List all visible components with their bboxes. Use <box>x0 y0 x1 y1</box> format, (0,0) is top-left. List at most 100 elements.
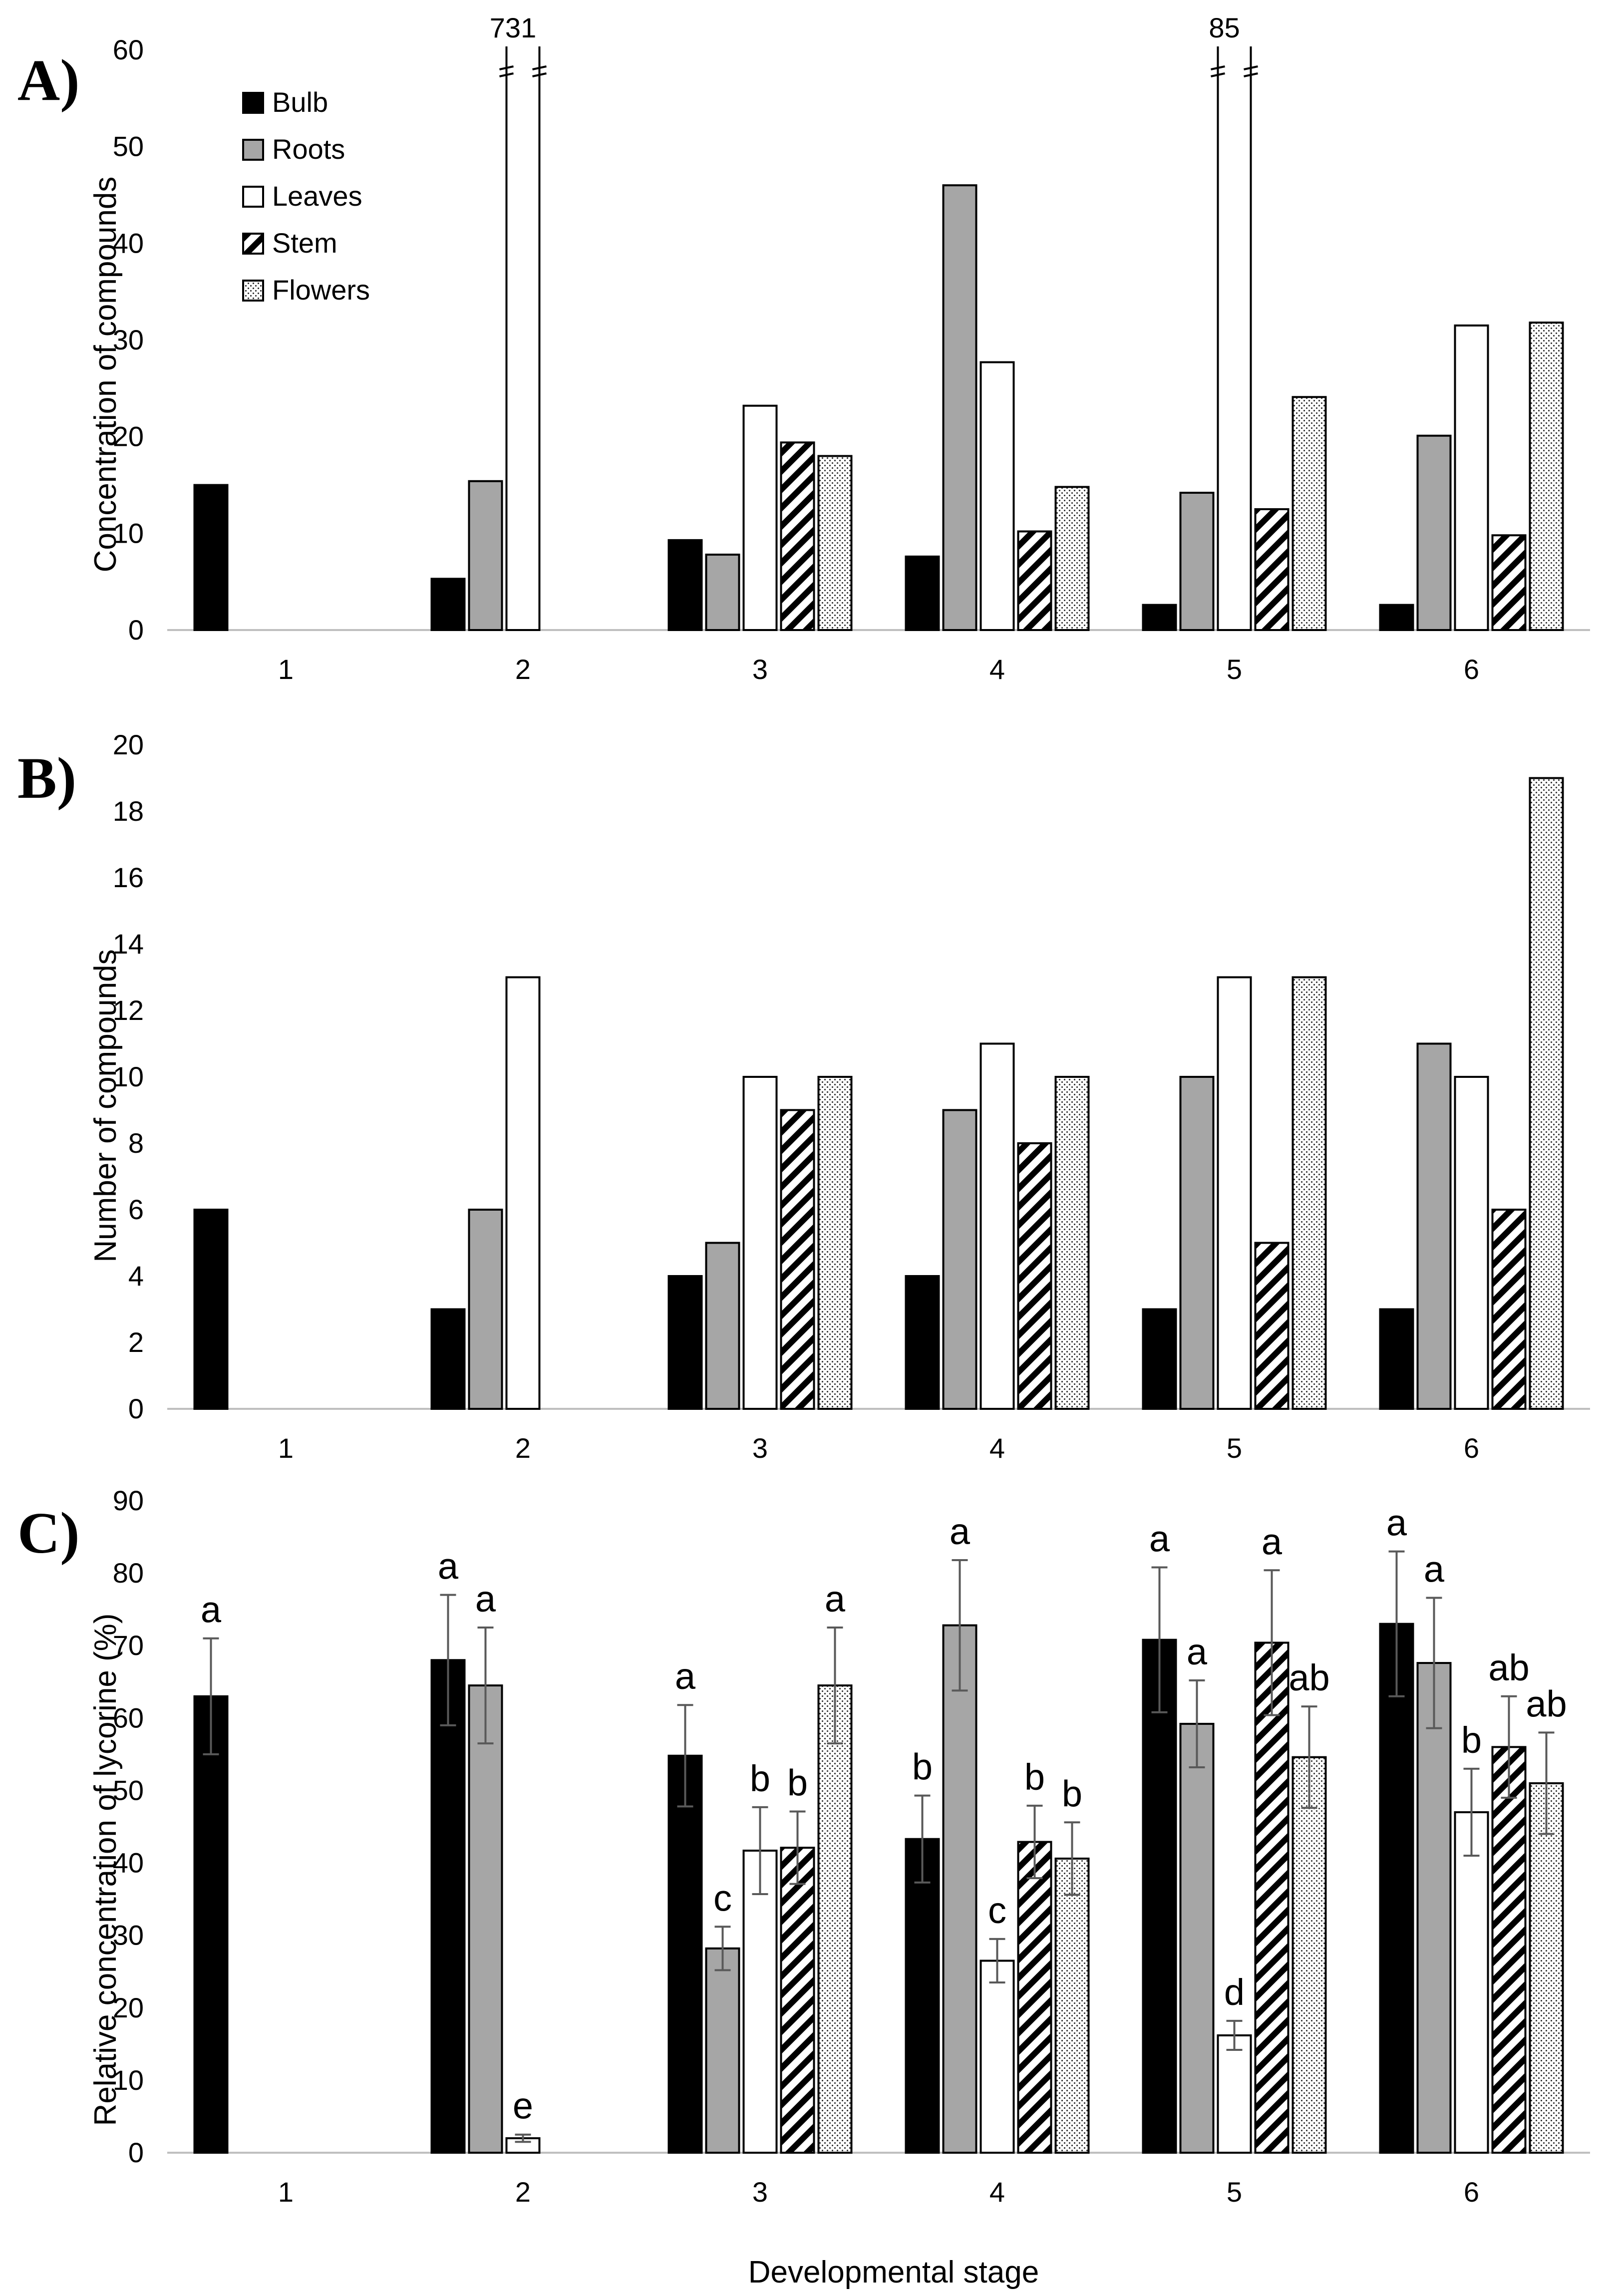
panel-c-y-tick: 50 <box>113 1774 144 1806</box>
bar-c-stage2-bulb <box>430 1659 466 2154</box>
panel-c-chart: C) Relative concentration of lycorine (%… <box>17 1485 1590 2208</box>
panel-a-legend: Bulb Roots Leaves Stem Flowers <box>242 86 370 306</box>
significance-letter: d <box>1224 1971 1245 2013</box>
panel-a-y-tick: 60 <box>113 34 144 65</box>
panel-b-y-tick: 14 <box>113 928 144 960</box>
bar-b-stage2-roots <box>468 1209 503 1410</box>
legend-label-stem: Stem <box>272 227 337 259</box>
bar-a-stage5-roots <box>1179 491 1215 631</box>
bar-a-stage5-leaves <box>1217 46 1252 631</box>
significance-letter: e <box>513 2085 533 2127</box>
significance-letter: a <box>675 1655 696 1697</box>
panel-b-y-tick: 6 <box>128 1194 144 1225</box>
panel-c-label: C) <box>17 1500 80 1566</box>
panel-c-x-tick: 5 <box>1227 2176 1242 2208</box>
break-mark-right <box>1244 65 1258 70</box>
bar-c-stage5-roots <box>1179 1722 1215 2154</box>
panel-a-label: A) <box>17 47 80 113</box>
panel-c-x-tick: 2 <box>515 2176 531 2208</box>
panel-a-y-tick: 20 <box>113 421 144 452</box>
bar-a-stage4-flowers <box>1054 486 1090 632</box>
bar-b-stage6-stem <box>1491 1209 1527 1410</box>
significance-letter: b <box>1062 1773 1082 1814</box>
bar-c-stage4-bulb <box>905 1838 940 2154</box>
panel-c-y-tick: 80 <box>113 1557 144 1589</box>
panel-c-x-tick: 1 <box>278 2176 294 2208</box>
panel-c-y-tick: 70 <box>113 1630 144 1661</box>
panel-c-y-tick: 30 <box>113 1920 144 1951</box>
panel-b-y-tick: 8 <box>128 1127 144 1159</box>
significance-letter: b <box>787 1762 808 1804</box>
significance-letter: c <box>988 1890 1006 1931</box>
panel-a-y-tick: 30 <box>113 324 144 355</box>
bar-a-stage3-bulb <box>667 539 703 632</box>
panel-a-x-tick: 3 <box>752 654 768 685</box>
significance-letter: a <box>1149 1518 1170 1560</box>
panel-b-label: B) <box>17 745 76 811</box>
significance-letter: a <box>201 1589 222 1631</box>
panel-c-x-tick: 4 <box>989 2176 1005 2208</box>
bar-b-stage3-leaves <box>742 1076 778 1410</box>
panel-a-chart: A) Concentration of compounds 0 10 20 30 40 5… <box>17 12 1590 685</box>
bar-b-stage1-bulb <box>193 1209 229 1410</box>
x-axis-label: Developmental stage <box>748 2255 1039 2290</box>
bar-b-stage6-flowers <box>1529 777 1564 1410</box>
significance-letter: a <box>1386 1502 1407 1544</box>
panel-c-y-tick: 90 <box>113 1485 144 1516</box>
bar-b-stage4-bulb <box>905 1275 940 1410</box>
significance-letter: a <box>1424 1548 1445 1590</box>
broken-bar-value-label: 731 <box>490 12 536 43</box>
significance-letter: a <box>438 1546 459 1587</box>
bar-b-stage6-roots <box>1416 1042 1452 1410</box>
bar-b-stage3-stem <box>780 1109 815 1410</box>
significance-letter: ab <box>1526 1683 1567 1724</box>
panel-c-y-tick: 20 <box>113 1992 144 2023</box>
panel-b-x-tick: 3 <box>752 1432 768 1464</box>
panel-a-x-tick: 1 <box>278 654 294 685</box>
significance-letter: b <box>912 1746 933 1788</box>
bar-c-stage1-bulb <box>193 1695 229 2154</box>
panel-c-x-tick: 3 <box>752 2176 768 2208</box>
break-mark-left <box>1211 65 1225 70</box>
legend-swatch-leaves <box>242 186 264 208</box>
bar-c-stage4-stem <box>1017 1841 1052 2154</box>
break-mark-left <box>499 72 514 77</box>
significance-letter: ab <box>1488 1647 1529 1688</box>
bar-a-stage6-stem <box>1491 534 1527 631</box>
panel-b-y-tick: 0 <box>128 1393 144 1424</box>
bar-a-stage2-bulb <box>430 578 466 632</box>
break-mark-right <box>532 72 547 77</box>
legend-label-flowers: Flowers <box>272 274 370 306</box>
panel-a-x-tick: 6 <box>1464 654 1479 685</box>
bar-c-stage3-bulb <box>667 1754 703 2154</box>
bar-a-stage4-bulb <box>905 555 940 632</box>
panel-b-y-tick: 18 <box>113 795 144 827</box>
bar-a-stage4-roots <box>942 184 977 631</box>
legend-swatch-stem <box>242 233 264 255</box>
bar-b-stage4-leaves <box>979 1042 1015 1410</box>
bar-c-stage5-flowers <box>1292 1756 1327 2154</box>
significance-letter: b <box>750 1758 770 1799</box>
panel-a-y-tick: 50 <box>113 131 144 162</box>
significance-letter: a <box>1262 1521 1283 1562</box>
bar-b-stage5-flowers <box>1292 976 1327 1410</box>
bar-c-stage2-roots <box>468 1684 503 2154</box>
panel-b-y-tick: 4 <box>128 1260 144 1292</box>
bar-b-stage3-bulb <box>667 1275 703 1410</box>
bar-a-stage3-leaves <box>742 404 778 632</box>
break-mark-right <box>532 65 547 70</box>
panel-c-x-tick: 6 <box>1464 2176 1479 2208</box>
panel-b-y-axis-label: Number of compounds <box>88 949 123 1262</box>
bar-b-stage2-bulb <box>430 1308 466 1410</box>
panel-b-x-tick: 2 <box>515 1432 531 1464</box>
bar-c-stage4-flowers <box>1054 1857 1090 2154</box>
bar-c-stage4-leaves <box>979 1960 1015 2154</box>
panel-b-y-tick: 12 <box>113 994 144 1026</box>
bar-a-stage3-stem <box>780 441 815 632</box>
bar-a-stage4-leaves <box>979 361 1015 631</box>
panel-c-y-tick: 40 <box>113 1847 144 1879</box>
bar-c-stage4-roots <box>942 1624 977 2154</box>
bar-c-stage6-flowers <box>1529 1782 1564 2154</box>
panel-c-y-tick: 10 <box>113 2064 144 2096</box>
